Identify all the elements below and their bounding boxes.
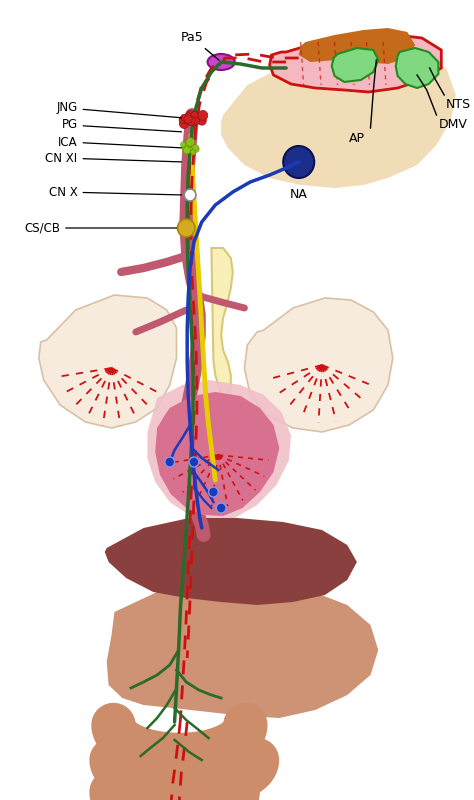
Circle shape: [186, 138, 194, 146]
Text: DMV: DMV: [438, 118, 467, 131]
Polygon shape: [107, 582, 378, 718]
Polygon shape: [221, 48, 456, 188]
Polygon shape: [396, 48, 438, 88]
Circle shape: [165, 457, 174, 467]
Circle shape: [181, 114, 187, 121]
Circle shape: [191, 111, 198, 118]
Circle shape: [182, 115, 191, 124]
Circle shape: [186, 116, 195, 126]
Circle shape: [179, 119, 189, 129]
Circle shape: [182, 143, 191, 152]
Circle shape: [184, 115, 192, 123]
Circle shape: [198, 116, 206, 125]
Polygon shape: [147, 380, 291, 520]
Text: NTS: NTS: [446, 98, 471, 111]
Polygon shape: [332, 48, 378, 82]
Circle shape: [182, 146, 191, 154]
Circle shape: [186, 110, 196, 121]
Circle shape: [191, 150, 196, 155]
Circle shape: [190, 118, 199, 126]
Circle shape: [209, 487, 218, 497]
Text: NA: NA: [290, 188, 308, 201]
Circle shape: [179, 116, 186, 123]
Polygon shape: [299, 28, 415, 64]
Circle shape: [283, 146, 314, 178]
Polygon shape: [211, 248, 233, 440]
Circle shape: [184, 189, 196, 201]
Text: CN X: CN X: [49, 186, 182, 198]
Circle shape: [193, 145, 198, 150]
Ellipse shape: [208, 54, 235, 70]
Circle shape: [189, 457, 199, 467]
Polygon shape: [155, 392, 279, 516]
Circle shape: [184, 142, 191, 149]
Circle shape: [185, 113, 191, 119]
Circle shape: [192, 117, 200, 125]
Polygon shape: [39, 295, 176, 428]
Text: AP: AP: [349, 132, 365, 145]
Circle shape: [185, 113, 191, 119]
Text: PG: PG: [62, 118, 182, 132]
Text: CS/CB: CS/CB: [24, 222, 177, 234]
Circle shape: [193, 146, 199, 152]
Circle shape: [216, 503, 226, 513]
Text: JNG: JNG: [56, 102, 182, 118]
Polygon shape: [245, 298, 393, 432]
Circle shape: [187, 146, 193, 153]
Circle shape: [177, 219, 195, 237]
Text: CN XI: CN XI: [46, 151, 182, 165]
Text: Pa5: Pa5: [181, 31, 219, 60]
Polygon shape: [270, 34, 441, 92]
Text: ICA: ICA: [58, 135, 182, 149]
Polygon shape: [105, 518, 357, 605]
Circle shape: [183, 146, 191, 154]
Circle shape: [181, 142, 186, 147]
Circle shape: [198, 110, 208, 121]
